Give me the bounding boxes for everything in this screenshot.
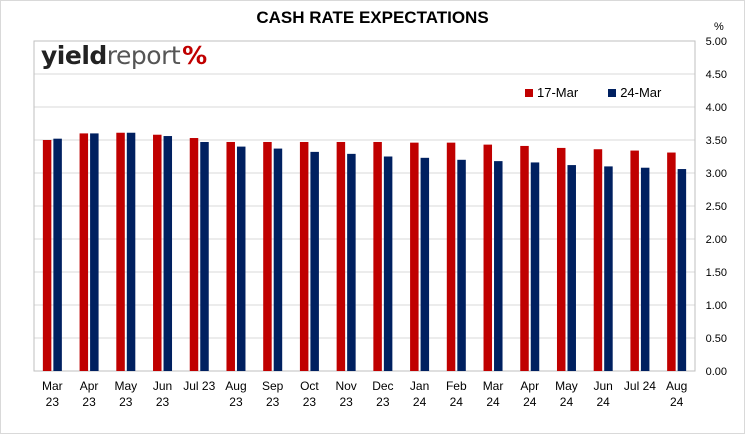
bar-series-2 xyxy=(310,151,319,371)
x-tick-label: Jan xyxy=(410,379,429,393)
bar-series-1 xyxy=(520,145,529,371)
x-tick-label-line2: 24 xyxy=(413,395,427,409)
bar-series-2 xyxy=(163,136,173,371)
legend-label-series-2: 24-Mar xyxy=(620,85,662,100)
x-tick-label: Jun xyxy=(594,379,613,393)
y-tick-label: 1.50 xyxy=(706,267,727,279)
bar-series-1 xyxy=(446,142,456,371)
y-axis-unit: % xyxy=(714,21,724,33)
x-tick-label: May xyxy=(555,379,578,393)
x-tick-label: Nov xyxy=(335,379,356,393)
bar-series-1 xyxy=(556,147,566,371)
chart-legend: 17-Mar 24-Mar xyxy=(525,85,661,100)
bar-series-1 xyxy=(410,142,419,371)
x-tick-label: Apr xyxy=(80,379,99,393)
bar-series-1 xyxy=(630,150,639,371)
bar-series-2 xyxy=(273,148,283,371)
x-tick-label: Jul 24 xyxy=(624,379,656,393)
x-tick-label: Aug xyxy=(666,379,687,393)
y-tick-label: 3.50 xyxy=(706,135,727,147)
bar-series-1 xyxy=(667,152,676,371)
legend-item-series-1: 17-Mar xyxy=(525,85,578,100)
y-tick-label: 3.00 xyxy=(706,168,727,180)
bar-series-1 xyxy=(42,140,52,371)
x-tick-label: Jun xyxy=(153,379,172,393)
logo-text-yield: yield xyxy=(41,41,107,70)
bar-series-2 xyxy=(567,165,576,371)
bar-series-1 xyxy=(336,141,346,371)
x-tick-label-line2: 23 xyxy=(339,395,353,409)
legend-label-series-1: 17-Mar xyxy=(537,85,579,100)
bar-series-2 xyxy=(604,166,613,371)
legend-swatch-series-2 xyxy=(608,88,617,97)
x-tick-label-line2: 23 xyxy=(156,395,170,409)
bar-series-1 xyxy=(79,133,89,371)
x-tick-label: Jul 23 xyxy=(183,379,215,393)
x-tick-label-line2: 23 xyxy=(229,395,243,409)
plot-area-border xyxy=(33,40,696,372)
bar-series-1 xyxy=(299,141,309,371)
y-tick-label: 0.50 xyxy=(706,333,727,345)
yieldreport-logo: yieldreport% xyxy=(41,43,207,68)
x-tick-label-line2: 23 xyxy=(46,395,60,409)
bar-series-2 xyxy=(640,167,650,371)
x-tick-label-line2: 24 xyxy=(597,395,611,409)
x-tick-label-line2: 23 xyxy=(119,395,133,409)
bar-series-2 xyxy=(53,138,62,371)
x-tick-label-line2: 24 xyxy=(560,395,574,409)
bar-series-1 xyxy=(153,134,162,371)
y-tick-label: 4.00 xyxy=(706,102,727,114)
bar-series-2 xyxy=(236,146,246,371)
x-tick-label-line2: 23 xyxy=(82,395,96,409)
legend-swatch-series-1 xyxy=(525,88,533,97)
bar-series-2 xyxy=(530,162,540,371)
y-tick-label: 1.00 xyxy=(706,300,727,312)
bar-series-1 xyxy=(263,141,272,371)
x-tick-label-line2: 24 xyxy=(523,395,537,409)
bar-series-2 xyxy=(494,161,503,371)
bar-series-2 xyxy=(347,153,356,371)
x-tick-label: Aug xyxy=(225,379,246,393)
x-tick-label: Feb xyxy=(446,379,467,393)
x-tick-label: Mar xyxy=(42,379,63,393)
y-tick-label: 4.50 xyxy=(706,69,727,81)
x-tick-label-line2: 23 xyxy=(303,395,317,409)
x-tick-label: Dec xyxy=(372,379,393,393)
x-tick-label-line2: 23 xyxy=(376,395,390,409)
x-tick-label: Sep xyxy=(262,379,284,393)
bar-series-2 xyxy=(677,169,687,371)
x-tick-label: Oct xyxy=(300,379,319,393)
bar-series-1 xyxy=(226,141,235,371)
bar-series-1 xyxy=(593,149,603,371)
x-tick-label-line2: 24 xyxy=(670,395,684,409)
bar-series-1 xyxy=(189,138,199,371)
x-tick-label-line2: 23 xyxy=(266,395,280,409)
x-tick-label: Apr xyxy=(520,379,539,393)
y-tick-label: 2.00 xyxy=(706,234,727,246)
bar-series-2 xyxy=(200,141,209,371)
legend-item-series-2: 24-Mar xyxy=(608,85,661,100)
bar-series-2 xyxy=(126,132,136,371)
x-tick-label: May xyxy=(114,379,137,393)
x-tick-label-line2: 24 xyxy=(450,395,464,409)
y-tick-label: 0.00 xyxy=(706,366,727,378)
logo-percent-icon: % xyxy=(182,41,207,70)
logo-text-report: report xyxy=(106,41,181,70)
bar-series-1 xyxy=(373,141,382,371)
bar-series-1 xyxy=(483,144,493,371)
bar-series-2 xyxy=(383,156,393,371)
y-tick-label: 5.00 xyxy=(706,36,727,48)
chart-title: CASH RATE EXPECTATIONS xyxy=(256,8,489,27)
bar-series-2 xyxy=(90,133,99,371)
x-tick-label-line2: 24 xyxy=(486,395,500,409)
bar-series-2 xyxy=(457,159,466,371)
bar-series-2 xyxy=(420,157,430,371)
x-tick-label: Mar xyxy=(483,379,504,393)
bar-series-1 xyxy=(116,132,125,371)
y-tick-label: 2.50 xyxy=(706,201,727,213)
